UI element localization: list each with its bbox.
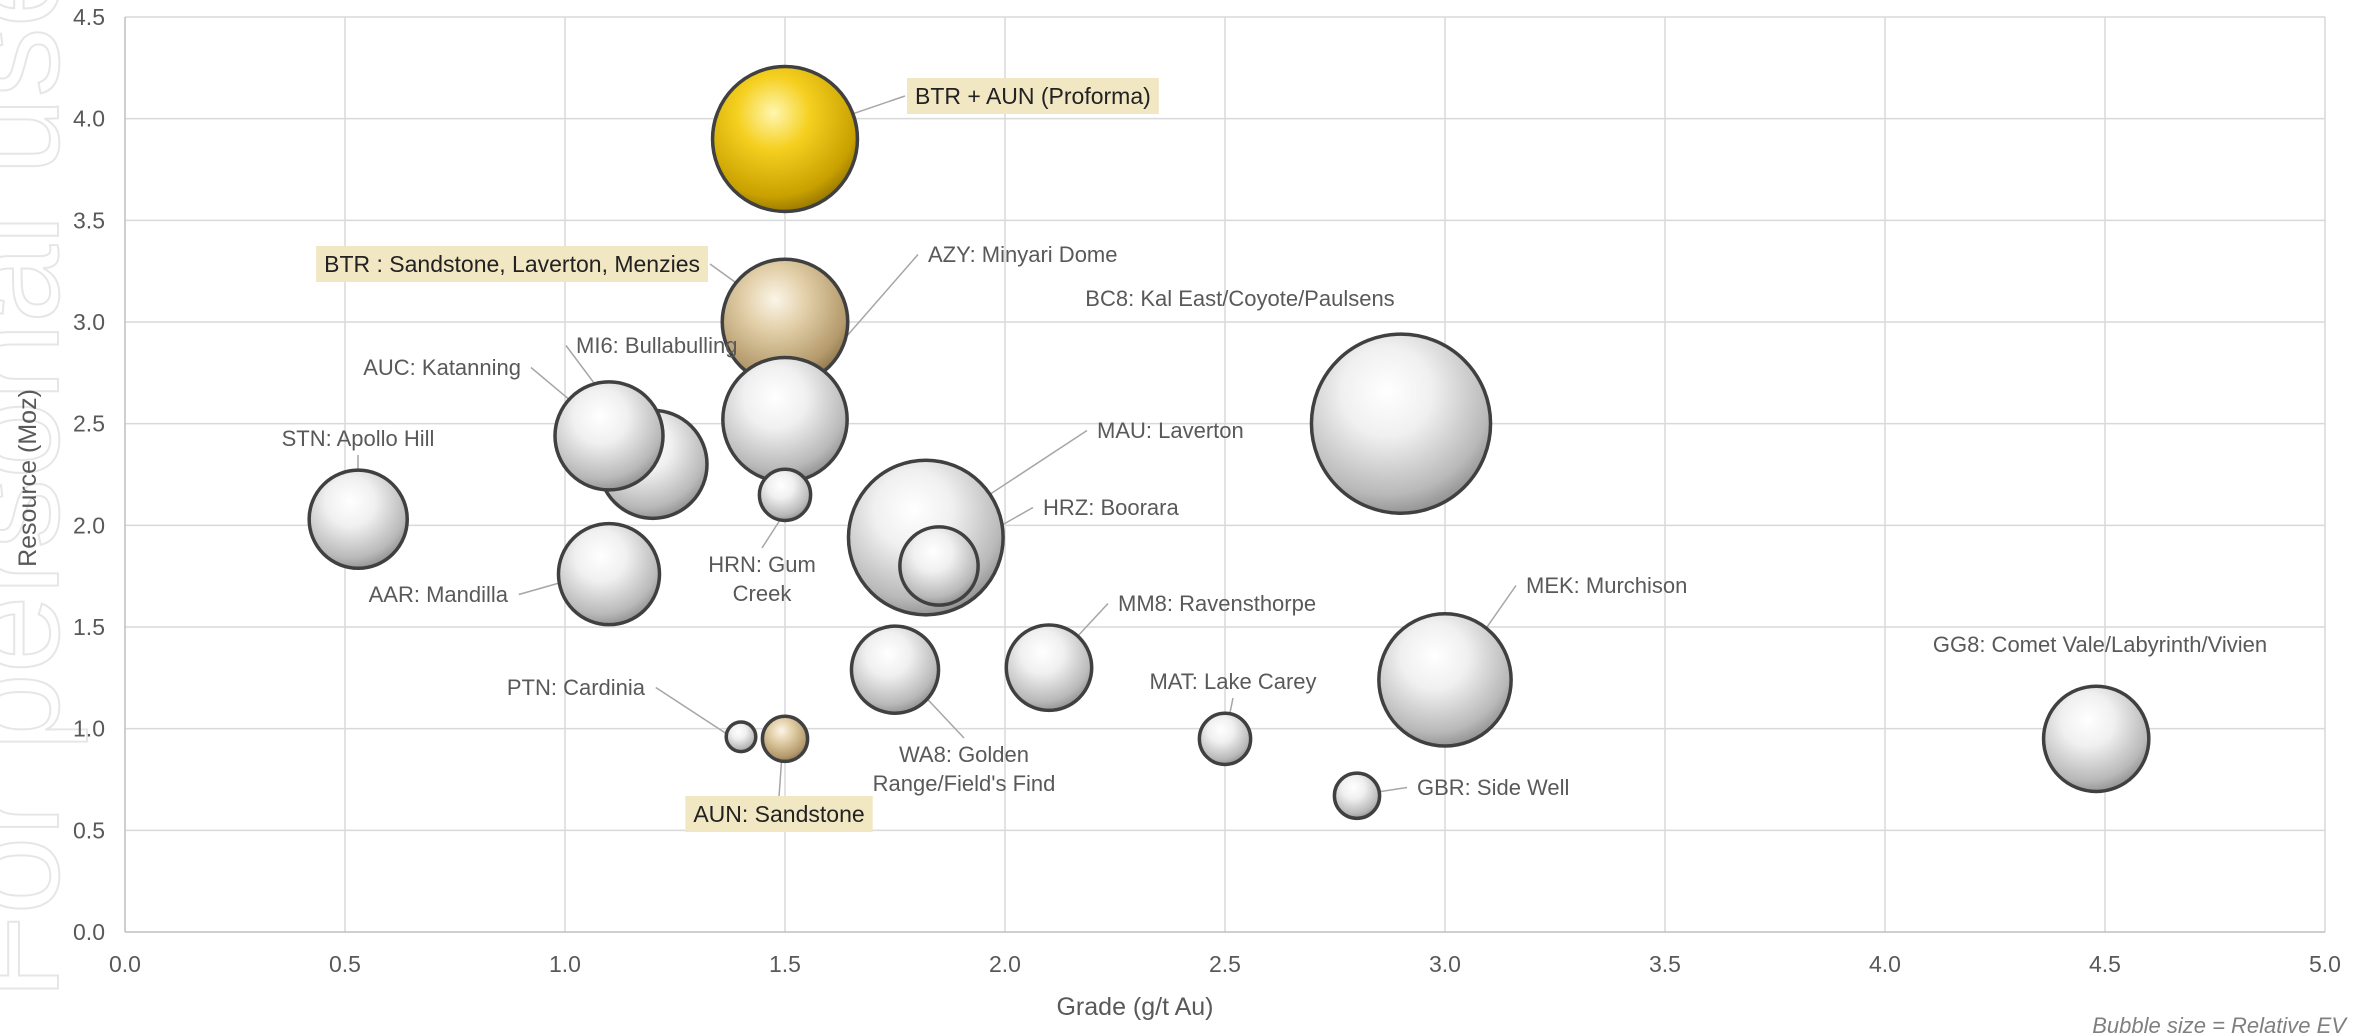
bubble	[556, 521, 662, 627]
bubble	[2041, 684, 2151, 794]
bubble	[553, 380, 665, 492]
bubble-label: MEK: Murchison	[1526, 573, 1687, 598]
bubble-label: MAT: Lake Carey	[1149, 669, 1316, 694]
bubble-label: GG8: Comet Vale/Labyrinth/Vivien	[1933, 632, 2267, 657]
x-tick-label: 3.0	[1429, 951, 1461, 977]
x-axis-title: Grade (g/t Au)	[1056, 993, 1213, 1021]
label-highlight-box	[316, 246, 708, 282]
bubble	[1377, 611, 1513, 748]
bubble-label: PTN: Cardinia	[507, 675, 646, 700]
x-tick-label: 4.5	[2089, 951, 2121, 977]
y-tick-labels: 0.0 0.5 1.0 1.5 2.0 2.5 3.0 3.5 4.0 4.5	[73, 4, 105, 945]
bubble-label: BC8: Kal East/Coyote/Paulsens	[1085, 286, 1394, 311]
bubble	[1332, 771, 1382, 821]
bubble-label: STN: Apollo Hill	[282, 426, 435, 451]
bubble	[1004, 623, 1094, 713]
bubble-label: AAR: Mandilla	[369, 582, 509, 607]
y-tick-label: 1.5	[73, 614, 105, 640]
y-tick-label: 3.5	[73, 207, 105, 233]
leader-line	[655, 686, 734, 739]
bubble-label: BTR + AUN (Proforma)	[915, 83, 1151, 109]
label-highlight-box	[685, 796, 873, 832]
x-tick-label: 0.0	[109, 951, 141, 977]
bubble-label: BTR : Sandstone, Laverton, Menzies	[324, 251, 700, 277]
y-tick-label: 0.0	[73, 919, 105, 945]
y-tick-label: 4.5	[73, 4, 105, 30]
x-tick-label: 1.5	[769, 951, 801, 977]
y-axis-title: Resource (Moz)	[14, 389, 42, 567]
bubble	[307, 468, 409, 571]
label-highlight-box	[907, 78, 1159, 114]
gridlines	[125, 16, 2326, 932]
bubble-label: AZY: Minyari Dome	[928, 242, 1118, 267]
bubble	[849, 624, 941, 715]
x-tick-label: 5.0	[2309, 951, 2341, 977]
bubble	[724, 720, 758, 754]
x-tick-label: 4.0	[1869, 951, 1901, 977]
footnote: Bubble size = Relative EV	[2092, 1013, 2348, 1036]
y-tick-label: 2.0	[73, 512, 105, 538]
bubble-label: WA8: Golden Range/Field's Find	[873, 742, 1056, 796]
y-tick-label: 0.5	[73, 817, 105, 843]
bubble-labels: BTR + AUN (Proforma) BTR : Sandstone, Lav…	[282, 78, 2267, 832]
bubble	[757, 467, 813, 523]
bubble-label: AUC: Katanning	[363, 355, 521, 380]
bubbles	[307, 64, 2151, 821]
bubble	[721, 355, 849, 484]
bubble	[898, 525, 980, 607]
x-tick-labels: 0.0 0.5 1.0 1.5 2.0 2.5 3.0 3.5 4.0 4.5 5.0	[109, 951, 2341, 977]
x-tick-label: 2.5	[1209, 951, 1241, 977]
x-tick-label: 1.0	[549, 951, 581, 977]
y-tick-label: 3.0	[73, 309, 105, 335]
bubble-label: MAU: Laverton	[1097, 418, 1244, 443]
bubble-label: MI6: Bullabulling	[576, 333, 737, 358]
bubble-label: MM8: Ravensthorpe	[1118, 591, 1316, 616]
bubble	[1197, 711, 1253, 767]
bubble-label: AUN: Sandstone	[693, 801, 864, 827]
x-tick-label: 3.5	[1649, 951, 1681, 977]
leader-line	[761, 519, 781, 549]
x-tick-label: 2.0	[989, 951, 1021, 977]
bubble-label: GBR: Side Well	[1417, 775, 1569, 800]
axes	[124, 17, 2325, 933]
y-tick-label: 1.0	[73, 716, 105, 742]
x-tick-label: 0.5	[329, 951, 361, 977]
bubble	[760, 714, 810, 764]
bubble	[710, 64, 860, 214]
bubble-label: HRN: Gum Creek	[708, 552, 816, 606]
y-tick-label: 2.5	[73, 411, 105, 437]
bubble	[1309, 332, 1493, 515]
bubble-label: HRZ: Boorara	[1043, 495, 1179, 520]
y-tick-label: 4.0	[73, 106, 105, 132]
watermark: For personal use only	[0, 0, 88, 1000]
